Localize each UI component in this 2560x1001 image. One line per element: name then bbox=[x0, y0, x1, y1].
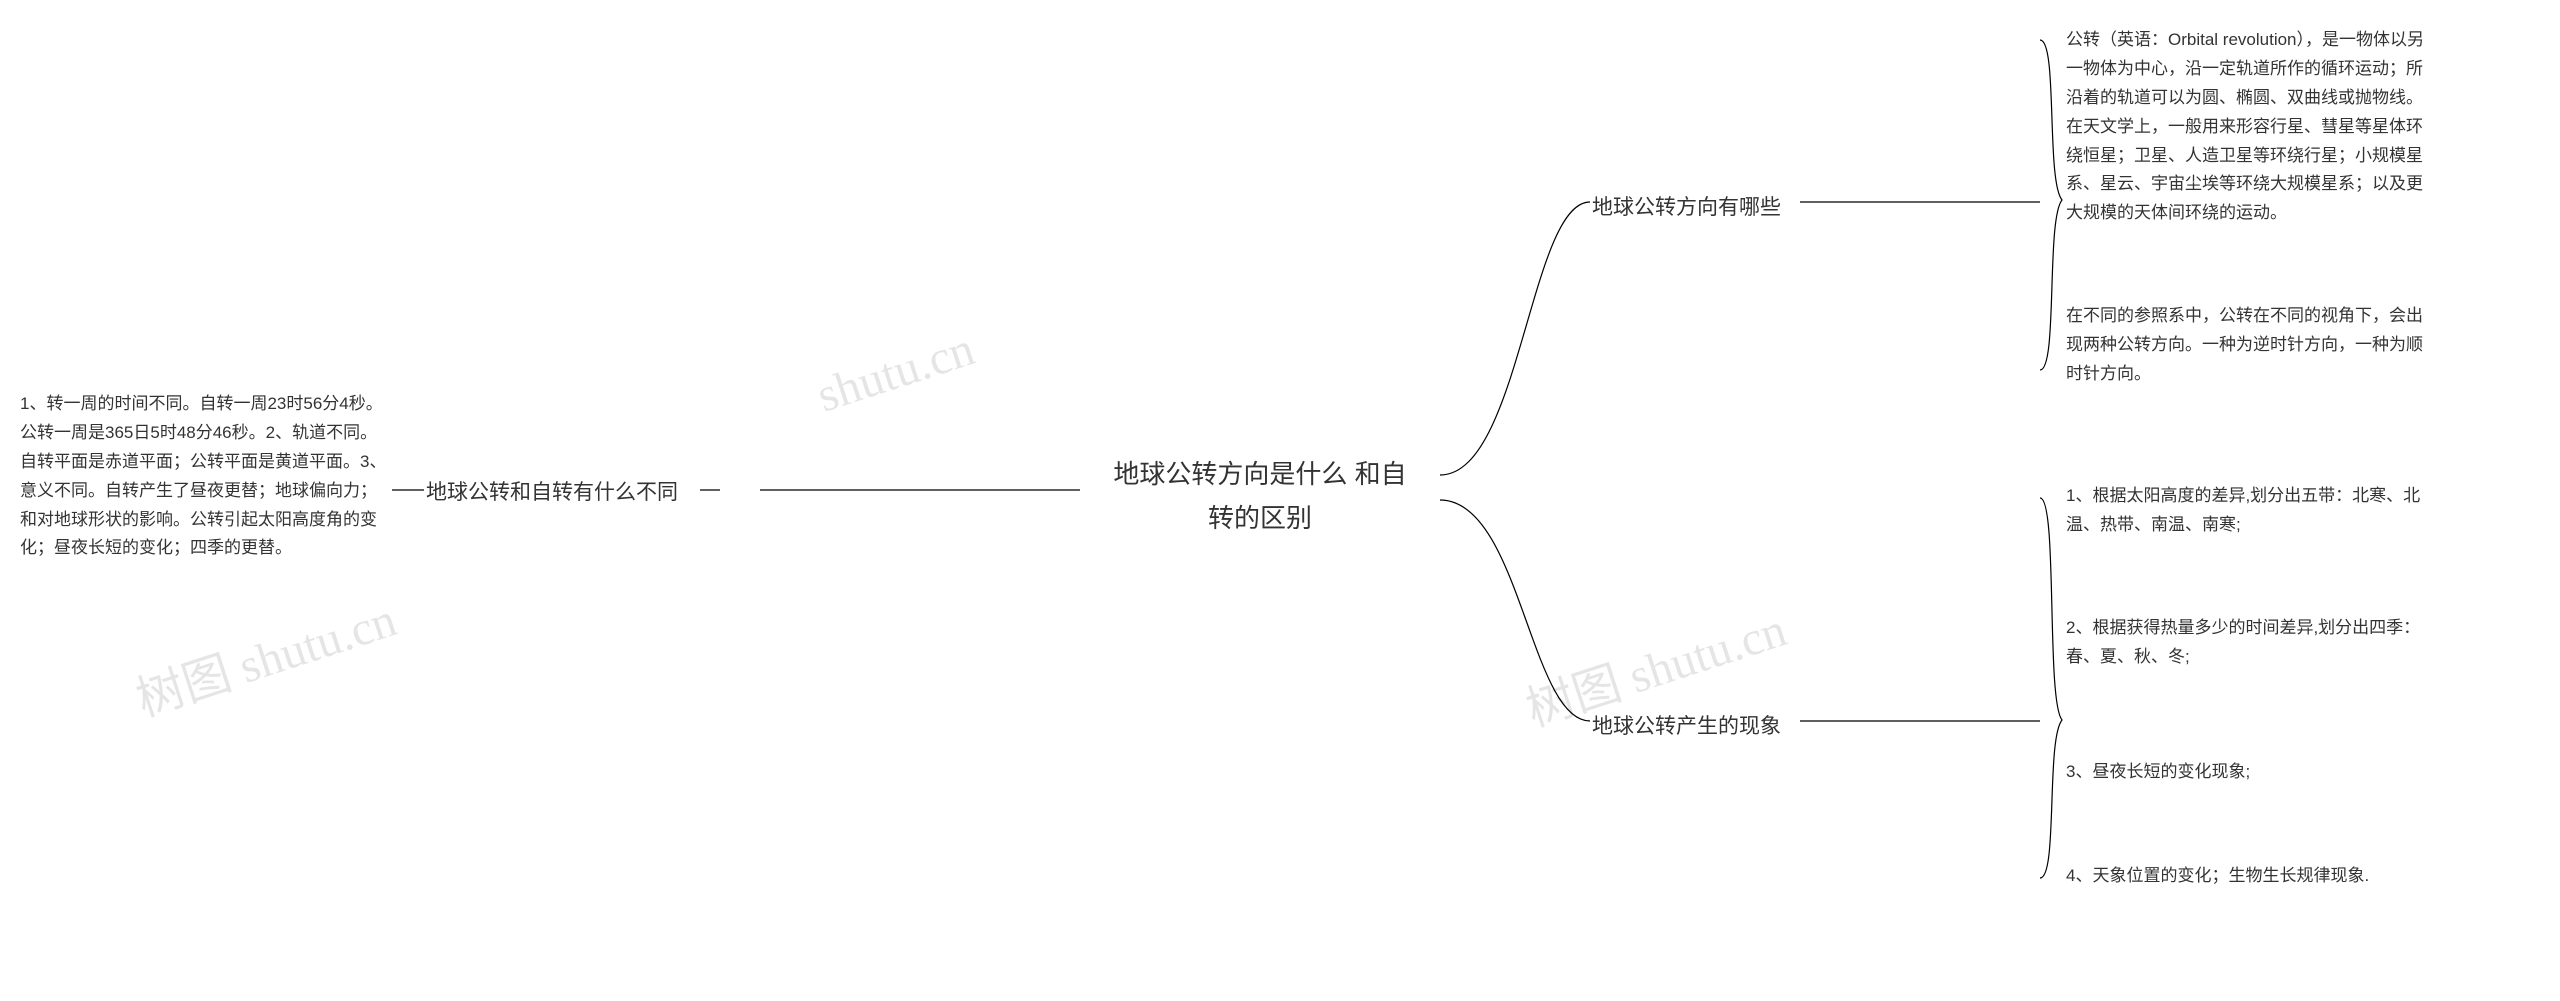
watermark-2: shutu.cn bbox=[810, 321, 980, 423]
r2-leaf-1: 2、根据获得热量多少的时间差异,划分出四季：春、夏、秋、冬; bbox=[2066, 614, 2436, 672]
r2-leaf-2: 3、昼夜长短的变化现象; bbox=[2066, 758, 2436, 787]
left-branch-title: 地球公转和自转有什么不同 bbox=[426, 475, 678, 511]
r2-leaf-3: 4、天象位置的变化；生物生长规律现象. bbox=[2066, 862, 2436, 891]
edge-root-r2 bbox=[1440, 500, 1590, 721]
watermark-1: 树图 shutu.cn bbox=[126, 580, 404, 730]
edge-root-r1 bbox=[1440, 202, 1590, 475]
bracket-r2 bbox=[2040, 498, 2062, 878]
r1-leaf-0: 公转（英语：Orbital revolution），是一物体以另一物体为中心，沿… bbox=[2066, 26, 2436, 228]
right-branch-1-title: 地球公转方向有哪些 bbox=[1592, 190, 1781, 226]
right-branch-2-title: 地球公转产生的现象 bbox=[1592, 709, 1781, 745]
r1-leaf-1: 在不同的参照系中，公转在不同的视角下，会出现两种公转方向。一种为逆时针方向，一种… bbox=[2066, 302, 2436, 389]
left-leaf: 1、转一周的时间不同。自转一周23时56分4秒。公转一周是365日5时48分46… bbox=[20, 390, 390, 563]
root-line1: 地球公转方向是什么 和自 bbox=[1080, 452, 1440, 496]
r2-leaf-0: 1、根据太阳高度的差异,划分出五带：北寒、北温、热带、南温、南寒; bbox=[2066, 482, 2436, 540]
bracket-r1 bbox=[2040, 40, 2062, 370]
root-node: 地球公转方向是什么 和自 转的区别 bbox=[1080, 452, 1440, 540]
root-line2: 转的区别 bbox=[1080, 496, 1440, 540]
